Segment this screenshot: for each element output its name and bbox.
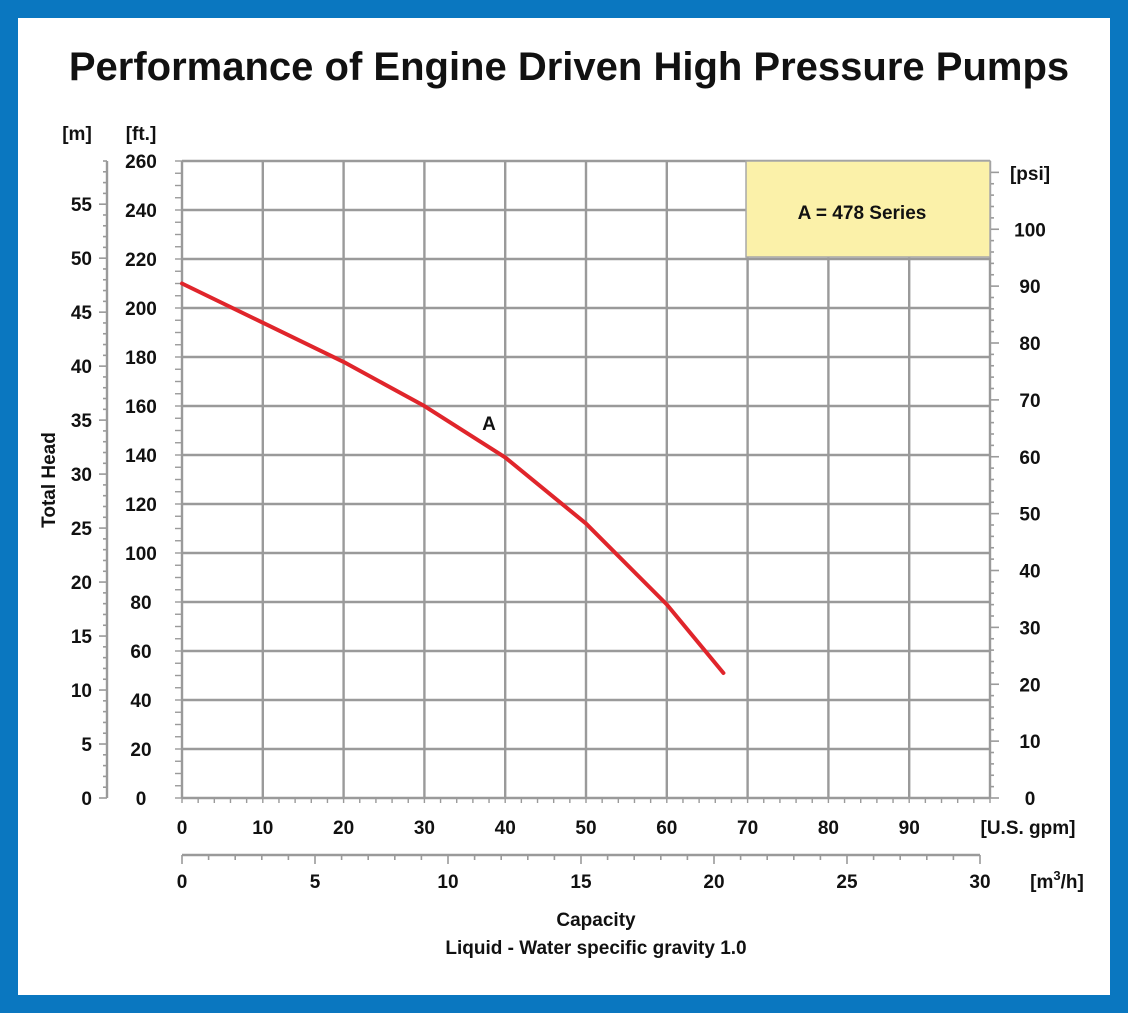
x-m3h-tick-label: 25: [836, 872, 858, 893]
tick-labels: 0 10 20 30 40 50 60 70 80 90020406080100120140160…: [71, 152, 1046, 893]
x-gpm-tick-label: 50: [575, 818, 596, 839]
y-m-tick-label: 25: [71, 519, 93, 540]
x-gpm-tick-label: 80: [818, 818, 839, 839]
y-axis-label: Total Head: [39, 432, 60, 528]
y-psi-tick-label: 80: [1019, 334, 1040, 355]
x-gpm-tick-label: 20: [333, 818, 354, 839]
y-psi-tick-label: 30: [1019, 618, 1040, 639]
y-psi-tick-label: 70: [1019, 391, 1040, 412]
x-m3h-tick-label: 0: [177, 872, 188, 893]
y-ft-tick-label: 220: [125, 250, 157, 271]
x-gpm-unit: [U.S. gpm]: [981, 818, 1076, 839]
x-gpm-tick-label: 30: [414, 818, 435, 839]
x-m3h-unit: [m3/h]: [1030, 868, 1084, 893]
y-m-tick-label: 10: [71, 681, 92, 702]
y-m-tick-label: 20: [71, 573, 92, 594]
y-psi-tick-label: 100: [1014, 220, 1046, 241]
y-m-tick-label: 30: [71, 465, 92, 486]
y-m-tick-label: 5: [81, 735, 92, 756]
y-m-tick-label: 40: [71, 357, 92, 378]
legend-text: A = 478 Series: [798, 203, 927, 224]
y-m-unit: [m]: [62, 124, 92, 145]
x-m3h-tick-label: 30: [969, 872, 990, 893]
y-psi-tick-label: 60: [1019, 448, 1040, 469]
y-ft-tick-label: 20: [130, 740, 151, 761]
series-label-A: A: [482, 414, 496, 435]
y-psi-tick-label: 90: [1019, 277, 1040, 298]
y-m-tick-label: 45: [71, 303, 93, 324]
y-ft-tick-label: 160: [125, 397, 157, 418]
y-ft-unit: [ft.]: [126, 124, 157, 145]
x-gpm-tick-label: 60: [656, 818, 677, 839]
y-ft-tick-label: 260: [125, 152, 157, 173]
x-gpm-tick-label: 10: [252, 818, 273, 839]
series-line-A: [180, 281, 726, 675]
y-ft-tick-label: 40: [130, 691, 151, 712]
y-ft-tick-label: 240: [125, 201, 157, 222]
y-ft-tick-label: 0: [136, 789, 147, 810]
y-m-tick-label: 55: [71, 195, 93, 216]
legend-box: [745, 160, 991, 258]
y-m-tick-label: 50: [71, 249, 92, 270]
y-psi-tick-label: 40: [1019, 562, 1040, 583]
x-gpm-tick-label: 70: [737, 818, 758, 839]
x-axis-label: Capacity: [556, 910, 636, 931]
y-ft-tick-label: 80: [130, 593, 151, 614]
y-psi-tick-label: 0: [1025, 789, 1036, 810]
y-ft-tick-label: 180: [125, 348, 157, 369]
y-ft-tick-label: 120: [125, 495, 157, 516]
y-m-tick-label: 15: [71, 627, 93, 648]
y-ft-tick-label: 100: [125, 544, 157, 565]
y-psi-tick-label: 50: [1019, 505, 1040, 526]
y-psi-unit: [psi]: [1010, 164, 1050, 185]
y-psi-tick-label: 20: [1019, 675, 1040, 696]
x-axis-note: Liquid - Water specific gravity 1.0: [445, 938, 746, 959]
x-m3h-tick-label: 10: [437, 872, 458, 893]
grid: [180, 159, 992, 800]
x-gpm-tick-label: 0: [177, 818, 188, 839]
chart-title: Performance of Engine Driven High Pressu…: [69, 45, 1069, 89]
y-m-tick-label: 35: [71, 411, 93, 432]
series-layer: A: [180, 281, 726, 675]
y-ft-tick-label: 60: [130, 642, 151, 663]
y-psi-tick-label: 10: [1019, 732, 1040, 753]
x-m3h-tick-label: 20: [703, 872, 724, 893]
x-m3h-tick-label: 15: [570, 872, 592, 893]
y-ft-tick-label: 200: [125, 299, 157, 320]
y-ft-tick-label: 140: [125, 446, 157, 467]
x-m3h-tick-label: 5: [310, 872, 321, 893]
axes: [99, 160, 999, 864]
x-gpm-tick-label: 40: [495, 818, 516, 839]
y-m-tick-label: 0: [81, 789, 92, 810]
x-gpm-tick-label: 90: [899, 818, 920, 839]
